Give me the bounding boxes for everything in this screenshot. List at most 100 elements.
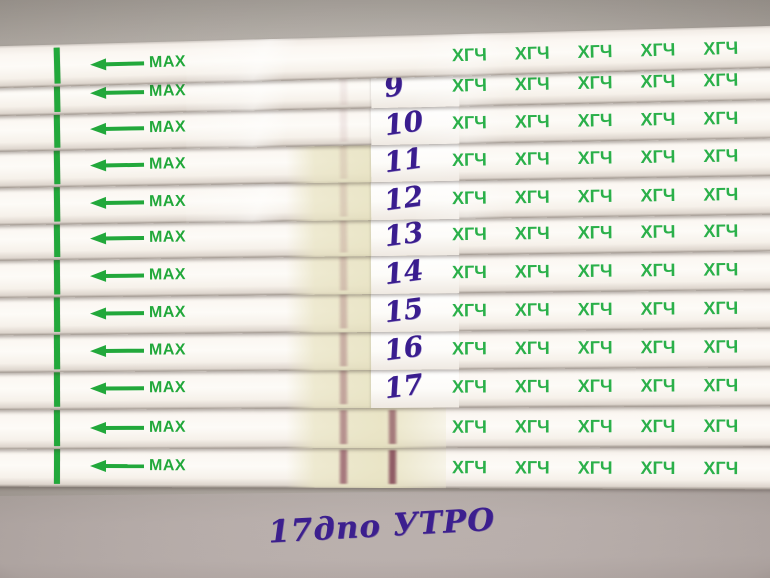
hcg-label: ХГЧ xyxy=(640,184,676,206)
hcg-print-row: ХГЧ ХГЧ ХГЧ ХГЧ ХГЧ xyxy=(451,259,739,283)
hcg-label: ХГЧ xyxy=(640,298,676,319)
test-line xyxy=(337,332,350,367)
control-line xyxy=(386,450,399,485)
max-fill-bar xyxy=(53,185,61,222)
test-line xyxy=(337,449,350,484)
test-strip-stack: MAX ХГЧ ХГЧ ХГЧ ХГЧ ХГЧ MAX ХГЧ ХГЧ ХГЧ ХГЧ ХГЧ 9 MAX… xyxy=(0,25,770,490)
left-arrow-icon xyxy=(89,421,145,435)
hcg-label: ХГЧ xyxy=(451,149,488,170)
test-line xyxy=(337,144,350,179)
hcg-label: ХГЧ xyxy=(577,416,613,437)
test-line xyxy=(337,107,350,142)
hcg-print-row: ХГЧ ХГЧ ХГЧ ХГЧ ХГЧ xyxy=(452,336,739,359)
hcg-label: ХГЧ xyxy=(514,416,550,437)
hcg-label: ХГЧ xyxy=(640,108,676,130)
hcg-label: ХГЧ xyxy=(451,187,487,209)
hcg-label: ХГЧ xyxy=(703,375,739,396)
test-line xyxy=(337,256,350,291)
max-label: MAX xyxy=(148,155,187,173)
left-arrow-icon xyxy=(89,232,145,245)
max-fill-bar xyxy=(53,447,61,484)
hcg-label: ХГЧ xyxy=(451,261,487,283)
max-fill-bar xyxy=(53,148,61,185)
max-marker-group: MAX xyxy=(89,191,186,214)
hcg-print-row: ХГЧ ХГЧ ХГЧ ХГЧ ХГЧ xyxy=(451,297,739,321)
left-arrow-icon xyxy=(89,196,145,210)
left-arrow-icon xyxy=(89,459,145,473)
handwritten-day-number: 10 xyxy=(383,103,424,143)
max-label: MAX xyxy=(148,228,187,246)
max-label: MAX xyxy=(148,379,187,397)
max-label: MAX xyxy=(148,457,187,475)
hcg-label: ХГЧ xyxy=(514,73,550,95)
test-strip: MAX ХГЧ ХГЧ ХГЧ ХГЧ ХГЧ xyxy=(0,444,770,490)
handwritten-day-number: 15 xyxy=(383,291,424,330)
hcg-label: ХГЧ xyxy=(703,415,739,436)
hcg-label: ХГЧ xyxy=(703,297,739,319)
handwritten-day-number: 11 xyxy=(383,140,424,180)
test-strip: MAX ХГЧ ХГЧ ХГЧ ХГЧ ХГЧ xyxy=(0,404,770,450)
hcg-label: ХГЧ xyxy=(514,186,550,208)
max-fill-bar xyxy=(53,370,61,407)
max-label: MAX xyxy=(148,53,187,72)
hcg-label: ХГЧ xyxy=(577,222,613,243)
hcg-label: ХГЧ xyxy=(451,457,487,478)
hcg-label: ХГЧ xyxy=(703,458,739,479)
test-line xyxy=(337,410,350,445)
hcg-label: ХГЧ xyxy=(577,337,613,358)
handwritten-day-number: 14 xyxy=(383,252,424,292)
hcg-print-row: ХГЧ ХГЧ ХГЧ ХГЧ ХГЧ xyxy=(451,375,739,397)
hcg-label: ХГЧ xyxy=(703,37,739,59)
left-arrow-icon xyxy=(89,57,145,71)
hcg-label: ХГЧ xyxy=(514,111,550,132)
hcg-print-row: ХГЧ ХГЧ ХГЧ ХГЧ ХГЧ xyxy=(451,108,739,133)
hcg-label: ХГЧ xyxy=(577,457,613,478)
max-marker-group: MAX xyxy=(89,264,186,287)
left-arrow-icon xyxy=(89,269,145,283)
hcg-print-row: ХГЧ ХГЧ ХГЧ ХГЧ ХГЧ xyxy=(451,145,739,170)
hcg-label: ХГЧ xyxy=(514,376,550,397)
hcg-label: ХГЧ xyxy=(703,220,739,242)
hcg-label: ХГЧ xyxy=(577,41,613,62)
left-arrow-icon xyxy=(89,344,145,358)
hcg-label: ХГЧ xyxy=(451,74,488,96)
max-label: MAX xyxy=(148,418,187,436)
hcg-label: ХГЧ xyxy=(640,336,676,358)
hcg-label: ХГЧ xyxy=(640,259,676,281)
hcg-label: ХГЧ xyxy=(514,42,550,64)
max-marker-group: MAX xyxy=(89,339,186,362)
hcg-label: ХГЧ xyxy=(640,457,676,479)
hcg-label: ХГЧ xyxy=(703,184,739,205)
test-line xyxy=(337,370,350,405)
max-marker-group: MAX xyxy=(89,377,187,400)
hcg-label: ХГЧ xyxy=(514,457,550,478)
hcg-label: ХГЧ xyxy=(577,110,613,131)
hcg-label: ХГЧ xyxy=(703,259,739,280)
handwritten-day-number: 16 xyxy=(383,329,424,368)
left-arrow-icon xyxy=(89,382,145,395)
max-label: MAX xyxy=(148,303,187,322)
max-fill-bar xyxy=(53,47,61,84)
hcg-label: ХГЧ xyxy=(451,376,487,397)
hcg-label: ХГЧ xyxy=(451,112,488,133)
hcg-label: ХГЧ xyxy=(514,337,550,359)
max-label: MAX xyxy=(148,118,187,137)
left-arrow-icon xyxy=(89,307,145,320)
hcg-label: ХГЧ xyxy=(577,375,613,396)
hcg-label: ХГЧ xyxy=(703,336,739,357)
hcg-label: ХГЧ xyxy=(703,145,739,167)
handwritten-day-number: 13 xyxy=(383,214,424,254)
max-marker-group: MAX xyxy=(89,455,187,477)
hcg-label: ХГЧ xyxy=(640,146,676,168)
hcg-label: ХГЧ xyxy=(451,300,487,321)
sample-pad-region xyxy=(285,445,447,489)
max-label: MAX xyxy=(148,82,187,100)
hcg-label: ХГЧ xyxy=(577,185,613,207)
hcg-label: ХГЧ xyxy=(640,375,676,396)
hcg-print-row: ХГЧ ХГЧ ХГЧ ХГЧ ХГЧ xyxy=(451,184,739,209)
left-arrow-icon xyxy=(89,159,145,172)
hcg-label: ХГЧ xyxy=(577,147,613,168)
hcg-label: ХГЧ xyxy=(514,299,550,320)
hcg-label: ХГЧ xyxy=(577,72,613,93)
